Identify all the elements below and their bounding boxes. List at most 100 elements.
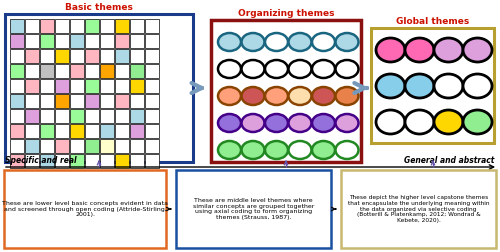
Bar (25, 139, 38, 152)
Bar (115, 19, 128, 33)
Bar (130, 154, 143, 168)
Bar (85, 64, 98, 78)
Bar (25, 64, 38, 78)
Bar (115, 139, 128, 152)
Ellipse shape (218, 141, 241, 159)
Bar (100, 79, 114, 92)
Ellipse shape (405, 110, 434, 134)
Bar (115, 64, 128, 78)
Bar (115, 34, 128, 47)
Ellipse shape (265, 87, 288, 105)
Text: These depict the higher level capstone themes
that encapsulate the underlying me: These depict the higher level capstone t… (348, 195, 489, 223)
Bar (70, 64, 84, 78)
Bar (100, 139, 114, 152)
Bar (40, 34, 54, 47)
Bar (100, 124, 114, 138)
Bar (40, 139, 54, 152)
Bar (40, 79, 54, 92)
Ellipse shape (336, 87, 358, 105)
Bar (115, 94, 128, 108)
Bar (25, 49, 38, 62)
Ellipse shape (405, 38, 434, 62)
Bar (100, 34, 114, 47)
Ellipse shape (434, 110, 463, 134)
Ellipse shape (405, 74, 434, 98)
Ellipse shape (336, 141, 358, 159)
Bar (100, 154, 114, 168)
Ellipse shape (265, 60, 288, 78)
Bar (10, 124, 24, 138)
Ellipse shape (312, 114, 335, 132)
Ellipse shape (336, 33, 358, 51)
Ellipse shape (463, 74, 492, 98)
Ellipse shape (218, 33, 241, 51)
Bar (130, 19, 143, 33)
Ellipse shape (242, 60, 264, 78)
Bar (341, 170, 496, 248)
Bar (70, 34, 84, 47)
Ellipse shape (434, 74, 463, 98)
Bar (10, 139, 24, 152)
Bar (100, 64, 114, 78)
Bar (10, 64, 24, 78)
Bar (145, 64, 158, 78)
Ellipse shape (463, 38, 492, 62)
Bar (40, 124, 54, 138)
Bar (10, 19, 24, 33)
Bar (145, 139, 158, 152)
Bar (100, 94, 114, 108)
Bar (4, 170, 166, 248)
Bar (70, 154, 84, 168)
Bar (55, 34, 68, 47)
Ellipse shape (218, 87, 241, 105)
Bar (25, 94, 38, 108)
Bar (130, 49, 143, 62)
Ellipse shape (265, 141, 288, 159)
Bar (40, 49, 54, 62)
Bar (10, 79, 24, 92)
Ellipse shape (376, 74, 405, 98)
Ellipse shape (218, 60, 241, 78)
Ellipse shape (242, 141, 264, 159)
Bar (85, 154, 98, 168)
Bar (145, 34, 158, 47)
Bar (55, 19, 68, 33)
Bar (371, 28, 494, 143)
Bar (70, 124, 84, 138)
Bar (10, 154, 24, 168)
Bar (55, 154, 68, 168)
Ellipse shape (265, 114, 288, 132)
Ellipse shape (242, 114, 264, 132)
Bar (25, 79, 38, 92)
Bar (55, 109, 68, 122)
Bar (85, 139, 98, 152)
Bar (70, 19, 84, 33)
Bar (85, 94, 98, 108)
Bar (100, 19, 114, 33)
Ellipse shape (312, 141, 335, 159)
Bar (40, 19, 54, 33)
Bar (130, 79, 143, 92)
Bar (145, 109, 158, 122)
Bar (55, 79, 68, 92)
Bar (145, 124, 158, 138)
Bar (115, 49, 128, 62)
Bar (85, 124, 98, 138)
Ellipse shape (376, 38, 405, 62)
Bar (70, 139, 84, 152)
Bar (130, 139, 143, 152)
Bar (40, 109, 54, 122)
Text: Global themes: Global themes (396, 17, 469, 26)
Bar (145, 154, 158, 168)
Bar (55, 139, 68, 152)
Ellipse shape (336, 60, 358, 78)
Bar (10, 49, 24, 62)
Bar (10, 109, 24, 122)
Bar (115, 109, 128, 122)
Bar (70, 49, 84, 62)
Text: General and abstract: General and abstract (404, 156, 494, 165)
Bar (130, 109, 143, 122)
Bar (55, 49, 68, 62)
Bar (40, 94, 54, 108)
Bar (145, 49, 158, 62)
